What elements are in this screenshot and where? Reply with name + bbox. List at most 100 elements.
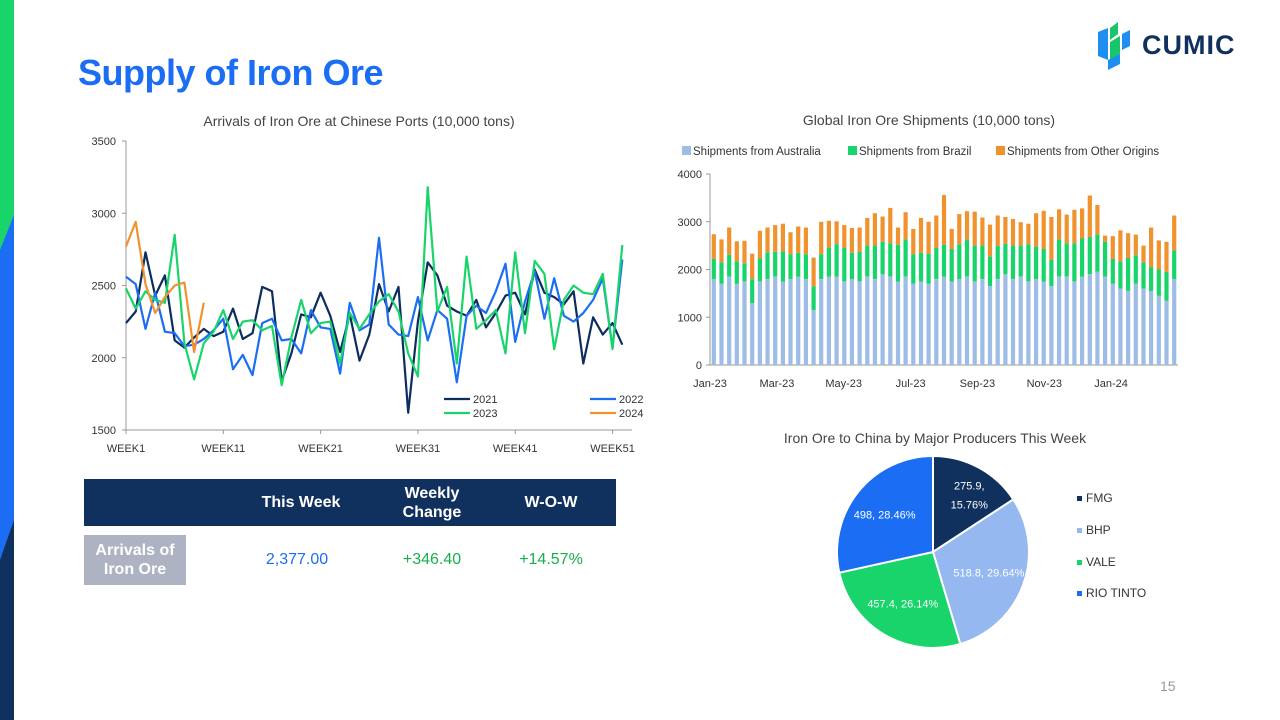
bar-segment-s1 (711, 259, 716, 280)
bar-segment-s2 (972, 211, 977, 246)
bar-segment-s2 (987, 224, 993, 257)
bar-segment-s0 (911, 283, 916, 365)
bar-segment-s1 (1156, 269, 1161, 296)
bar-legend-label-0: Shipments from Australia (693, 146, 821, 158)
bar-segment-s2 (995, 215, 1000, 247)
line-x-tick-label: WEEK41 (493, 443, 538, 455)
bar-segment-s2 (773, 225, 778, 252)
bar-segment-s0 (895, 281, 901, 365)
bar-legend-swatch-0 (682, 146, 691, 155)
bar-segment-s0 (926, 283, 931, 365)
bar-segment-s0 (1110, 283, 1115, 365)
bar-segment-s0 (995, 279, 1000, 365)
bar-segment-s0 (1034, 279, 1039, 365)
page-number: 15 (1160, 678, 1176, 694)
bar-segment-s0 (849, 279, 854, 365)
bar-segment-s1 (918, 252, 924, 282)
bar-segment-s1 (888, 243, 893, 277)
pie-legend-label-FMG: FMG (1086, 491, 1113, 505)
bar-segment-s1 (995, 246, 1000, 279)
bar-segment-s2 (1103, 235, 1108, 242)
pie-legend-label-BHP: BHP (1086, 523, 1111, 537)
pie-label-FMG-pct: 15.76% (951, 500, 989, 512)
bar-segment-s2 (895, 227, 901, 245)
bar-segment-s1 (1103, 241, 1108, 277)
bar-segment-s1 (1064, 243, 1069, 277)
bar-segment-s2 (711, 234, 716, 259)
bar-segment-s0 (727, 276, 732, 365)
bar-segment-s2 (903, 212, 908, 240)
bar-segment-s2 (1110, 236, 1115, 259)
line-x-tick-label: WEEK31 (396, 443, 441, 455)
bar-segment-s2 (1018, 222, 1023, 246)
bar-segment-s1 (734, 261, 739, 284)
bar-segment-s2 (980, 217, 985, 246)
bar-segment-s0 (888, 276, 893, 365)
bar-segment-s2 (964, 211, 970, 240)
bar-segment-s0 (1149, 291, 1154, 365)
bar-segment-s0 (1026, 281, 1031, 365)
pie-slice-FMG (932, 454, 1015, 554)
pie-slice-RIO TINTO (836, 454, 934, 574)
bar-segment-s0 (1064, 276, 1069, 365)
bar-segment-s1 (857, 251, 862, 282)
bar-segment-s1 (1126, 258, 1131, 291)
line-y-tick-label: 1500 (92, 425, 116, 437)
bar-segment-s1 (826, 248, 831, 277)
bar-segment-s0 (880, 274, 885, 365)
bar-segment-s0 (826, 276, 831, 365)
bar-segment-s1 (765, 252, 770, 279)
pie-legend-swatch-VALE (1077, 560, 1082, 565)
bar-segment-s1 (872, 245, 877, 279)
bar-segment-s2 (934, 215, 939, 248)
bar-segment-s0 (765, 279, 770, 365)
bar-segment-s1 (796, 252, 801, 277)
bar-segment-s1 (964, 239, 970, 277)
bar-segment-s1 (1057, 239, 1062, 277)
bar-segment-s2 (811, 257, 816, 287)
bar-segment-s1 (811, 286, 816, 311)
bar-segment-s1 (1149, 267, 1154, 291)
bar-segment-s2 (1080, 208, 1085, 239)
bar-segment-s2 (826, 220, 831, 248)
value-this-week: 2,377.00 (265, 551, 329, 568)
pie-chart-title: Iron Ore to China by Major Producers Thi… (784, 430, 1087, 446)
bar-segment-s0 (1172, 279, 1177, 365)
bar-segment-s2 (1003, 217, 1008, 244)
bar-segment-s1 (1010, 245, 1016, 279)
bar-segment-s2 (911, 228, 916, 255)
bar-segment-s0 (773, 276, 778, 365)
bar-segment-s1 (949, 249, 954, 282)
pie-legend-swatch-FMG (1077, 496, 1082, 501)
bar-segment-s2 (750, 253, 755, 279)
bar-segment-s2 (803, 227, 808, 255)
bar-segment-s0 (780, 281, 785, 365)
bar-segment-s2 (1126, 233, 1131, 258)
bar-segment-s1 (1095, 234, 1100, 272)
bar-segment-s1 (1164, 271, 1169, 301)
bar-segment-s1 (1133, 255, 1138, 284)
bar-segment-s2 (1172, 215, 1177, 251)
value-weekly-change: +346.40 (402, 551, 462, 568)
bar-segment-s0 (1080, 276, 1085, 365)
bar-segment-s1 (1041, 249, 1046, 282)
bar-segment-s1 (849, 252, 854, 280)
line-legend-label-2021: 2021 (473, 394, 497, 406)
bar-segment-s0 (957, 279, 962, 365)
bar-segment-s0 (918, 281, 924, 365)
line-x-tick-label: WEEK51 (590, 443, 635, 455)
bar-segment-s2 (1149, 227, 1154, 268)
line-chart-title: Arrivals of Iron Ore at Chinese Ports (1… (203, 113, 514, 129)
bar-segment-s2 (1095, 205, 1100, 235)
bar-legend-label-2: Shipments from Other Origins (1007, 146, 1159, 158)
pie-legend-label-RIO TINTO: RIO TINTO (1086, 586, 1146, 600)
table-header-row (84, 479, 616, 526)
bar-segment-s2 (834, 221, 839, 245)
bar-segment-s2 (757, 230, 762, 259)
left-edge-stripe (0, 0, 14, 720)
bar-segment-s0 (1133, 283, 1138, 365)
bar-chart-title: Global Iron Ore Shipments (10,000 tons) (803, 112, 1055, 128)
bar-segment-s1 (1118, 261, 1123, 289)
bar-segment-s1 (834, 244, 839, 277)
bar-y-tick-label: 1000 (678, 312, 702, 324)
